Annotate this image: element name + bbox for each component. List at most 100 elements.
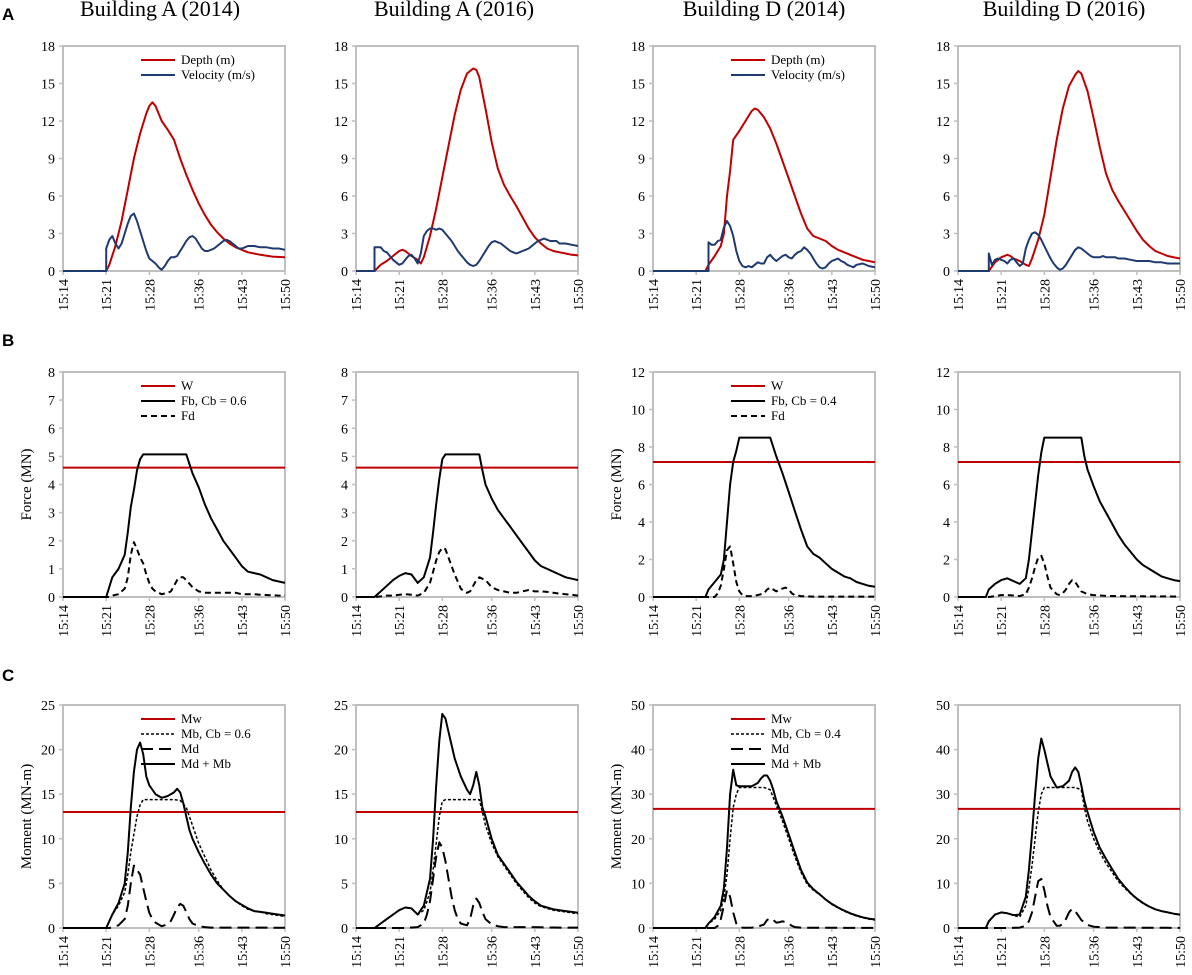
chart-a3: 0 3 6 9 12 15 18 15:14 15:21 15:28 15:36 15:43 15:50… <box>631 40 884 311</box>
x-tick-label: 15:50 <box>572 605 587 637</box>
chart-b4: 0 2 4 6 8 10 12 15:14 15:21 15:28 15:36 15:43 15:50 <box>936 366 1189 637</box>
x-tick-label: 15:28 <box>436 936 451 968</box>
x-tick-label: 15:36 <box>193 279 208 311</box>
y-tick-label: 9 <box>943 153 950 168</box>
column-title-building-d-2014: Building D (2014) <box>683 0 846 21</box>
y-axis-label: Force (MN) <box>609 448 625 520</box>
x-tick-label: 15:43 <box>529 279 544 311</box>
x-tick-label: 15:50 <box>279 936 294 968</box>
y-tick-label: 0 <box>48 265 55 280</box>
x-tick-label: 15:14 <box>952 279 967 311</box>
y-tick-label: 0 <box>341 265 348 280</box>
x-tick-label: 15:28 <box>143 936 158 968</box>
x-tick-label: 15:36 <box>1088 605 1103 637</box>
y-tick-label: 40 <box>631 744 645 759</box>
series-mb-cb-0-6 <box>356 798 579 929</box>
y-tick-label: 12 <box>41 115 55 130</box>
x-tick-label: 15:50 <box>869 279 884 311</box>
y-axis-label: Moment (MN-m) <box>609 764 625 869</box>
x-tick-label: 15:28 <box>733 936 748 968</box>
series-depth-m <box>63 101 286 272</box>
chart-c2: 0 5 10 15 20 25 15:14 15:21 15:28 15:36 15:43 15:50 <box>334 699 587 968</box>
x-tick-label: 15:28 <box>733 279 748 311</box>
y-tick-label: 8 <box>638 441 645 456</box>
legend-label-md-mb: Md + Mb <box>181 756 231 771</box>
x-tick-label: 15:43 <box>1131 936 1146 968</box>
x-tick-label: 15:14 <box>647 279 662 311</box>
y-tick-label: 40 <box>936 744 950 759</box>
series-fb-cb-0-4 <box>958 436 1181 598</box>
legend-label-md: Md <box>771 741 790 756</box>
y-tick-label: 0 <box>341 591 348 606</box>
x-tick-label: 15:36 <box>1088 936 1103 968</box>
y-tick-label: 6 <box>943 479 950 494</box>
legend-label-md: Md <box>181 741 200 756</box>
y-tick-label: 0 <box>48 591 55 606</box>
series-depth-m <box>653 107 876 272</box>
y-tick-label: 20 <box>334 744 348 759</box>
y-tick-label: 2 <box>638 554 645 569</box>
legend-label-w: W <box>181 378 194 393</box>
x-tick-label: 15:21 <box>690 279 705 311</box>
y-tick-label: 10 <box>631 404 645 419</box>
x-tick-label: 15:14 <box>57 936 72 968</box>
y-tick-label: 5 <box>341 450 348 465</box>
x-tick-label: 15:14 <box>952 936 967 968</box>
plot-frame <box>652 704 876 929</box>
legend-label-fb-cb-0-4: Fb, Cb = 0.4 <box>771 393 837 408</box>
y-tick-label: 12 <box>936 366 950 381</box>
series-velocity-m-s <box>653 220 876 272</box>
plot-frame <box>355 371 579 598</box>
y-tick-label: 4 <box>341 479 348 494</box>
y-tick-label: 6 <box>341 422 348 437</box>
row-label-c: C <box>2 666 14 685</box>
legend-label-depth-m: Depth (m) <box>771 52 825 67</box>
y-tick-label: 0 <box>48 922 55 937</box>
series-md-mb <box>63 741 286 929</box>
series-md <box>63 864 286 929</box>
y-tick-label: 18 <box>631 40 645 55</box>
series-velocity-m-s <box>63 212 286 272</box>
legend-label-mb-cb-0-4: Mb, Cb = 0.4 <box>771 726 841 741</box>
legend-label-velocity-m-s: Velocity (m/s) <box>181 67 255 82</box>
x-tick-label: 15:21 <box>393 279 408 311</box>
x-tick-label: 15:50 <box>869 605 884 637</box>
x-tick-label: 15:36 <box>193 605 208 637</box>
x-tick-label: 15:21 <box>995 279 1010 311</box>
y-tick-label: 6 <box>638 190 645 205</box>
x-tick-label: 15:21 <box>100 605 115 637</box>
y-tick-label: 1 <box>48 563 55 578</box>
x-tick-label: 15:43 <box>826 605 841 637</box>
y-tick-label: 50 <box>936 699 950 714</box>
y-tick-label: 0 <box>341 922 348 937</box>
x-tick-label: 15:36 <box>193 936 208 968</box>
x-tick-label: 15:14 <box>952 605 967 637</box>
row-label-a: A <box>2 5 14 24</box>
x-tick-label: 15:14 <box>647 605 662 637</box>
legend-label-mw: Mw <box>771 711 793 726</box>
series-velocity-m-s <box>356 227 579 272</box>
y-tick-label: 0 <box>943 922 950 937</box>
x-tick-label: 15:28 <box>1038 279 1053 311</box>
x-tick-label: 15:50 <box>572 279 587 311</box>
y-tick-label: 2 <box>943 554 950 569</box>
x-tick-label: 15:21 <box>393 605 408 637</box>
y-tick-label: 10 <box>631 877 645 892</box>
x-tick-label: 15:50 <box>1174 605 1189 637</box>
plot-frame <box>355 45 579 272</box>
series-md-mb <box>653 768 876 929</box>
chart-c1: 0 5 10 15 20 25 15:14 15:21 15:28 15:36 15:43 15:50… <box>19 699 294 968</box>
series-md-mb <box>958 737 1181 929</box>
x-tick-label: 15:50 <box>279 279 294 311</box>
y-axis-label: Moment (MN-m) <box>19 764 35 869</box>
legend-label-fd: Fd <box>181 408 195 423</box>
x-tick-label: 15:14 <box>350 936 365 968</box>
plot-frame <box>62 704 286 929</box>
y-tick-label: 6 <box>48 422 55 437</box>
y-tick-label: 18 <box>41 40 55 55</box>
x-tick-label: 15:21 <box>690 605 705 637</box>
y-tick-label: 4 <box>48 479 55 494</box>
y-tick-label: 9 <box>638 153 645 168</box>
y-tick-label: 5 <box>48 877 55 892</box>
